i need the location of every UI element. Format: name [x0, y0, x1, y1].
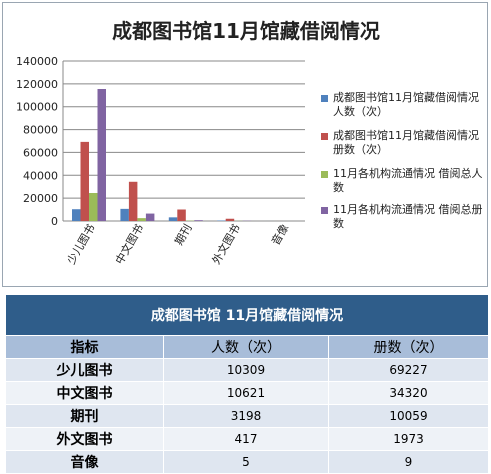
- x-tick-label: 中文图书: [112, 222, 146, 267]
- legend-swatch-3: [321, 171, 328, 178]
- table-header-row: 指标 人数（次） 册数（次）: [6, 336, 489, 359]
- legend-label-3: 11月各机构流通情况 借阅总人数: [333, 167, 483, 195]
- y-tick-label: 20000: [23, 192, 58, 205]
- table-row: 期刊 3198 10059: [6, 405, 489, 428]
- table-row: 外文图书 417 1973: [6, 428, 489, 451]
- row-volumes: 34320: [329, 382, 489, 405]
- y-tick-label: 0: [51, 215, 58, 228]
- x-tick-label: 少儿图书: [65, 222, 98, 267]
- legend-swatch-4: [321, 207, 328, 214]
- table-row: 少儿图书 10309 69227: [6, 359, 489, 382]
- bar-1: [72, 209, 81, 221]
- table-row: 中文图书 10621 34320: [6, 382, 489, 405]
- legend-swatch-1: [321, 95, 328, 102]
- y-tick-label: 100000: [16, 101, 58, 114]
- row-volumes: 10059: [329, 405, 489, 428]
- legend-label-2: 成都图书馆11月馆藏借阅情况 册数（次）: [333, 129, 483, 157]
- row-name: 外文图书: [6, 428, 164, 451]
- header-volumes: 册数（次）: [329, 336, 489, 359]
- row-volumes: 1973: [329, 428, 489, 451]
- header-indicator: 指标: [6, 336, 164, 359]
- bar-3: [89, 193, 98, 221]
- row-people: 10309: [164, 359, 329, 382]
- row-name: 少儿图书: [6, 359, 164, 382]
- header-people: 人数（次）: [164, 336, 329, 359]
- row-people: 3198: [164, 405, 329, 428]
- y-tick-label: 80000: [23, 124, 58, 137]
- bar-1: [120, 209, 128, 221]
- x-tick-label: 音像: [268, 222, 291, 248]
- y-tick-label: 40000: [23, 169, 58, 182]
- legend-label-1: 成都图书馆11月馆藏借阅情况 人数（次）: [333, 91, 483, 119]
- table-title: 成都图书馆 11月馆藏借阅情况: [6, 295, 489, 336]
- bar-3: [137, 218, 146, 221]
- row-name: 期刊: [6, 405, 164, 428]
- row-people: 5: [164, 451, 329, 474]
- data-table-wrapper: 成都图书馆 11月馆藏借阅情况 指标 人数（次） 册数（次） 少儿图书 1030…: [5, 294, 488, 474]
- row-people: 417: [164, 428, 329, 451]
- bar-1: [169, 217, 178, 221]
- row-volumes: 69227: [329, 359, 489, 382]
- row-name: 中文图书: [6, 382, 164, 405]
- bar-4: [98, 89, 107, 221]
- bar-2: [129, 182, 138, 221]
- y-tick-label: 140000: [16, 55, 58, 68]
- data-table: 成都图书馆 11月馆藏借阅情况 指标 人数（次） 册数（次） 少儿图书 1030…: [5, 294, 489, 474]
- legend-label-4: 11月各机构流通情况 借阅总册数: [333, 203, 483, 231]
- bar-4: [194, 220, 203, 221]
- bar-2: [81, 142, 90, 221]
- y-tick-label: 120000: [16, 78, 58, 91]
- row-people: 10621: [164, 382, 329, 405]
- table-row: 音像 5 9: [6, 451, 489, 474]
- row-volumes: 9: [329, 451, 489, 474]
- table-title-row: 成都图书馆 11月馆藏借阅情况: [6, 295, 489, 336]
- bar-4: [146, 214, 155, 221]
- legend-swatch-2: [321, 133, 328, 140]
- x-tick-label: 期刊: [172, 222, 194, 248]
- y-tick-label: 60000: [23, 146, 58, 159]
- x-tick-label: 外文图书: [209, 222, 243, 267]
- bar-2: [177, 210, 186, 221]
- bar-2: [226, 219, 235, 221]
- row-name: 音像: [6, 451, 164, 474]
